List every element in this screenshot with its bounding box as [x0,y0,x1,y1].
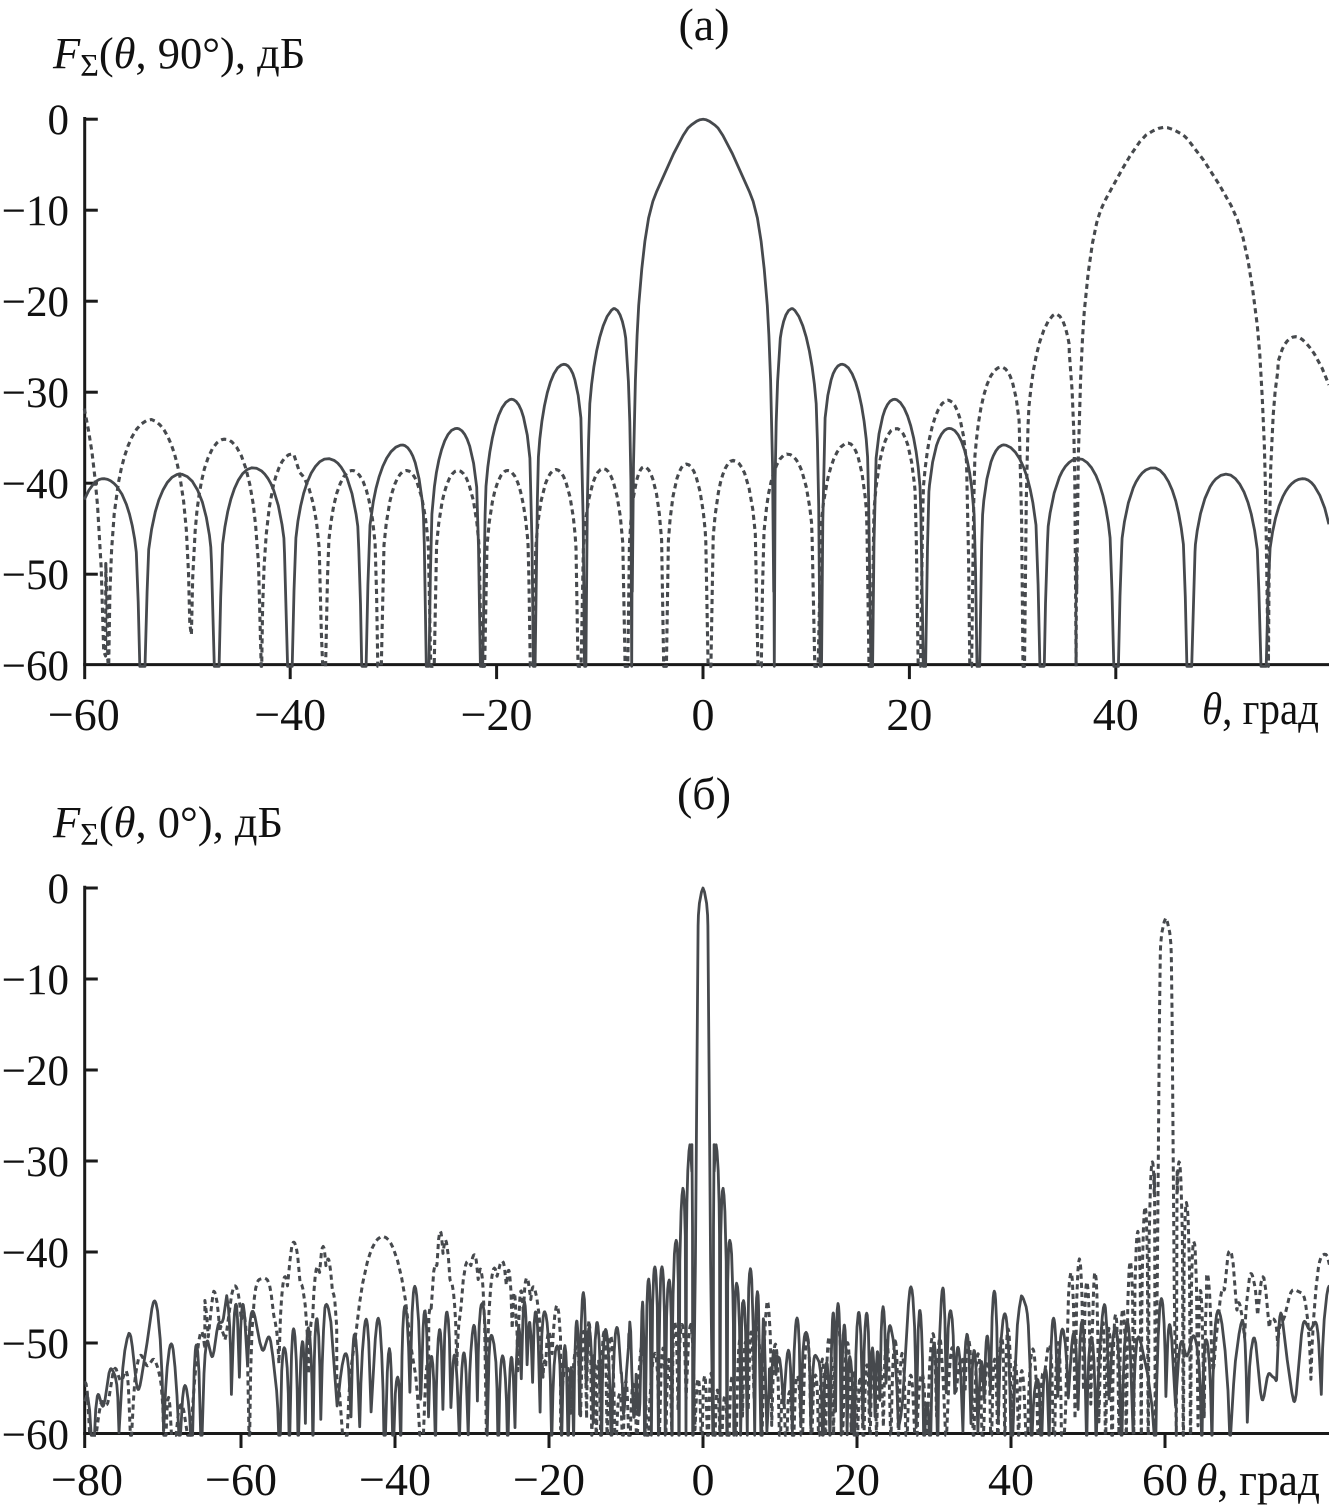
svg-text:0: 0 [48,866,70,913]
svg-text:−10: −10 [2,188,69,235]
svg-text:−80: −80 [51,1454,123,1505]
svg-text:−60: −60 [2,1412,69,1459]
svg-text:−40: −40 [2,461,69,508]
svg-text:−30: −30 [2,1139,69,1186]
svg-text:θ, град: θ, град [1202,683,1319,734]
svg-text:40: 40 [988,1454,1034,1505]
svg-text:−20: −20 [2,279,69,326]
svg-text:20: 20 [834,1454,880,1505]
svg-text:−60: −60 [48,689,120,740]
svg-text:−60: −60 [2,643,69,690]
svg-text:40: 40 [1093,689,1139,740]
svg-text:0: 0 [692,689,715,740]
svg-text:−20: −20 [513,1454,585,1505]
svg-text:60: 60 [1142,1454,1188,1505]
svg-text:−40: −40 [2,1230,69,1277]
svg-text:−30: −30 [2,370,69,417]
svg-text:−20: −20 [461,689,533,740]
svg-text:−40: −40 [359,1454,431,1505]
svg-text:−50: −50 [2,1321,69,1368]
svg-text:FΣ(θ, 0°), дБ: FΣ(θ, 0°), дБ [52,797,283,852]
svg-text:FΣ(θ, 90°), дБ: FΣ(θ, 90°), дБ [52,28,305,83]
svg-text:0: 0 [48,97,70,144]
svg-text:20: 20 [886,689,932,740]
svg-text:−50: −50 [2,552,69,599]
svg-text:−10: −10 [2,957,69,1004]
svg-text:(а): (а) [678,0,729,50]
svg-text:0: 0 [692,1454,715,1505]
svg-text:−20: −20 [2,1048,69,1095]
svg-text:−40: −40 [254,689,326,740]
svg-text:θ, град: θ, град [1196,1454,1320,1505]
svg-text:(б): (б) [677,768,731,819]
svg-text:−60: −60 [205,1454,277,1505]
